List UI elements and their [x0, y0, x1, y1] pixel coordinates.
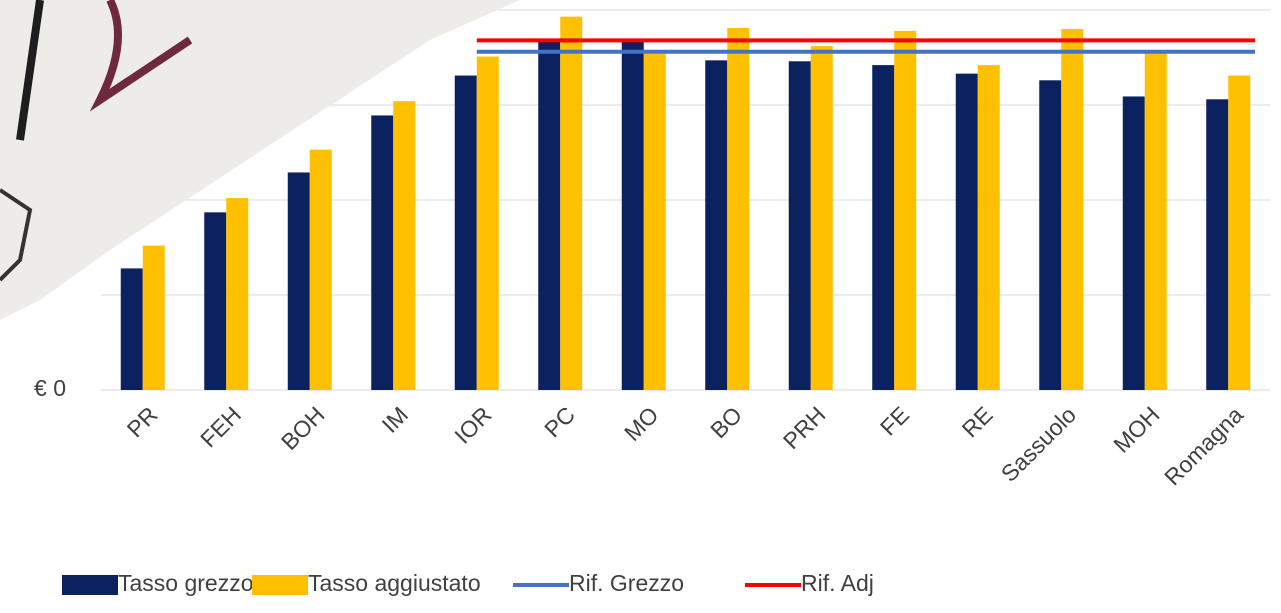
legend-swatch	[252, 575, 308, 595]
bar	[1228, 76, 1250, 390]
bar	[310, 150, 332, 390]
x-tick-label: RE	[957, 401, 998, 442]
x-tick-label: PC	[539, 401, 580, 442]
bar	[1206, 99, 1228, 390]
bar	[811, 46, 833, 390]
chart: € 0 PR FEH BOH IM IOR PC MO BO PRH FE RESassuolo MOH…	[0, 0, 1281, 613]
bar	[622, 40, 644, 390]
bar	[538, 40, 560, 390]
bar	[226, 198, 248, 390]
x-tick-label: IM	[377, 401, 413, 437]
bar	[978, 65, 1000, 390]
bar	[204, 212, 226, 390]
x-tick-label: FEH	[195, 401, 246, 452]
bar	[789, 61, 811, 390]
legend-label: Rif. Grezzo	[569, 570, 684, 596]
bar	[1145, 52, 1167, 390]
bar	[560, 17, 582, 390]
legend-swatch	[62, 575, 118, 595]
bar	[705, 60, 727, 390]
bar	[371, 115, 393, 390]
x-tick-label: Romagna	[1159, 401, 1248, 490]
x-tick-label: BOH	[276, 401, 330, 455]
y-tick-label: € 0	[34, 375, 66, 401]
bar	[727, 28, 749, 390]
bar	[1061, 29, 1083, 390]
bar	[288, 172, 310, 390]
page: {"chart_data": {"type": "bar", "categori…	[0, 0, 1281, 613]
bar	[121, 268, 143, 390]
x-tick-label: MO	[619, 401, 664, 446]
bar	[644, 54, 666, 390]
x-tick-label: IOR	[449, 401, 496, 448]
x-tick-label: Sassuolo	[996, 401, 1081, 486]
bar	[894, 31, 916, 390]
x-tick-label: FE	[875, 401, 914, 440]
x-tick-label: PRH	[778, 401, 831, 454]
bar	[1039, 80, 1061, 390]
x-tick-label: PR	[122, 401, 163, 442]
bar	[872, 65, 894, 390]
bar	[455, 76, 477, 390]
bar	[143, 246, 165, 390]
photo-shape	[0, 0, 520, 320]
bar	[477, 57, 499, 390]
bar	[1123, 96, 1145, 390]
legend-label: Tasso grezzo	[118, 570, 254, 596]
legend-label: Rif. Adj	[801, 570, 874, 596]
legend-label: Tasso aggiustato	[308, 570, 481, 596]
x-tick-label: MOH	[1108, 401, 1164, 457]
bar	[956, 74, 978, 390]
bar	[393, 101, 415, 390]
photo-overlay	[0, 0, 520, 320]
x-tick-label: BO	[705, 401, 747, 443]
